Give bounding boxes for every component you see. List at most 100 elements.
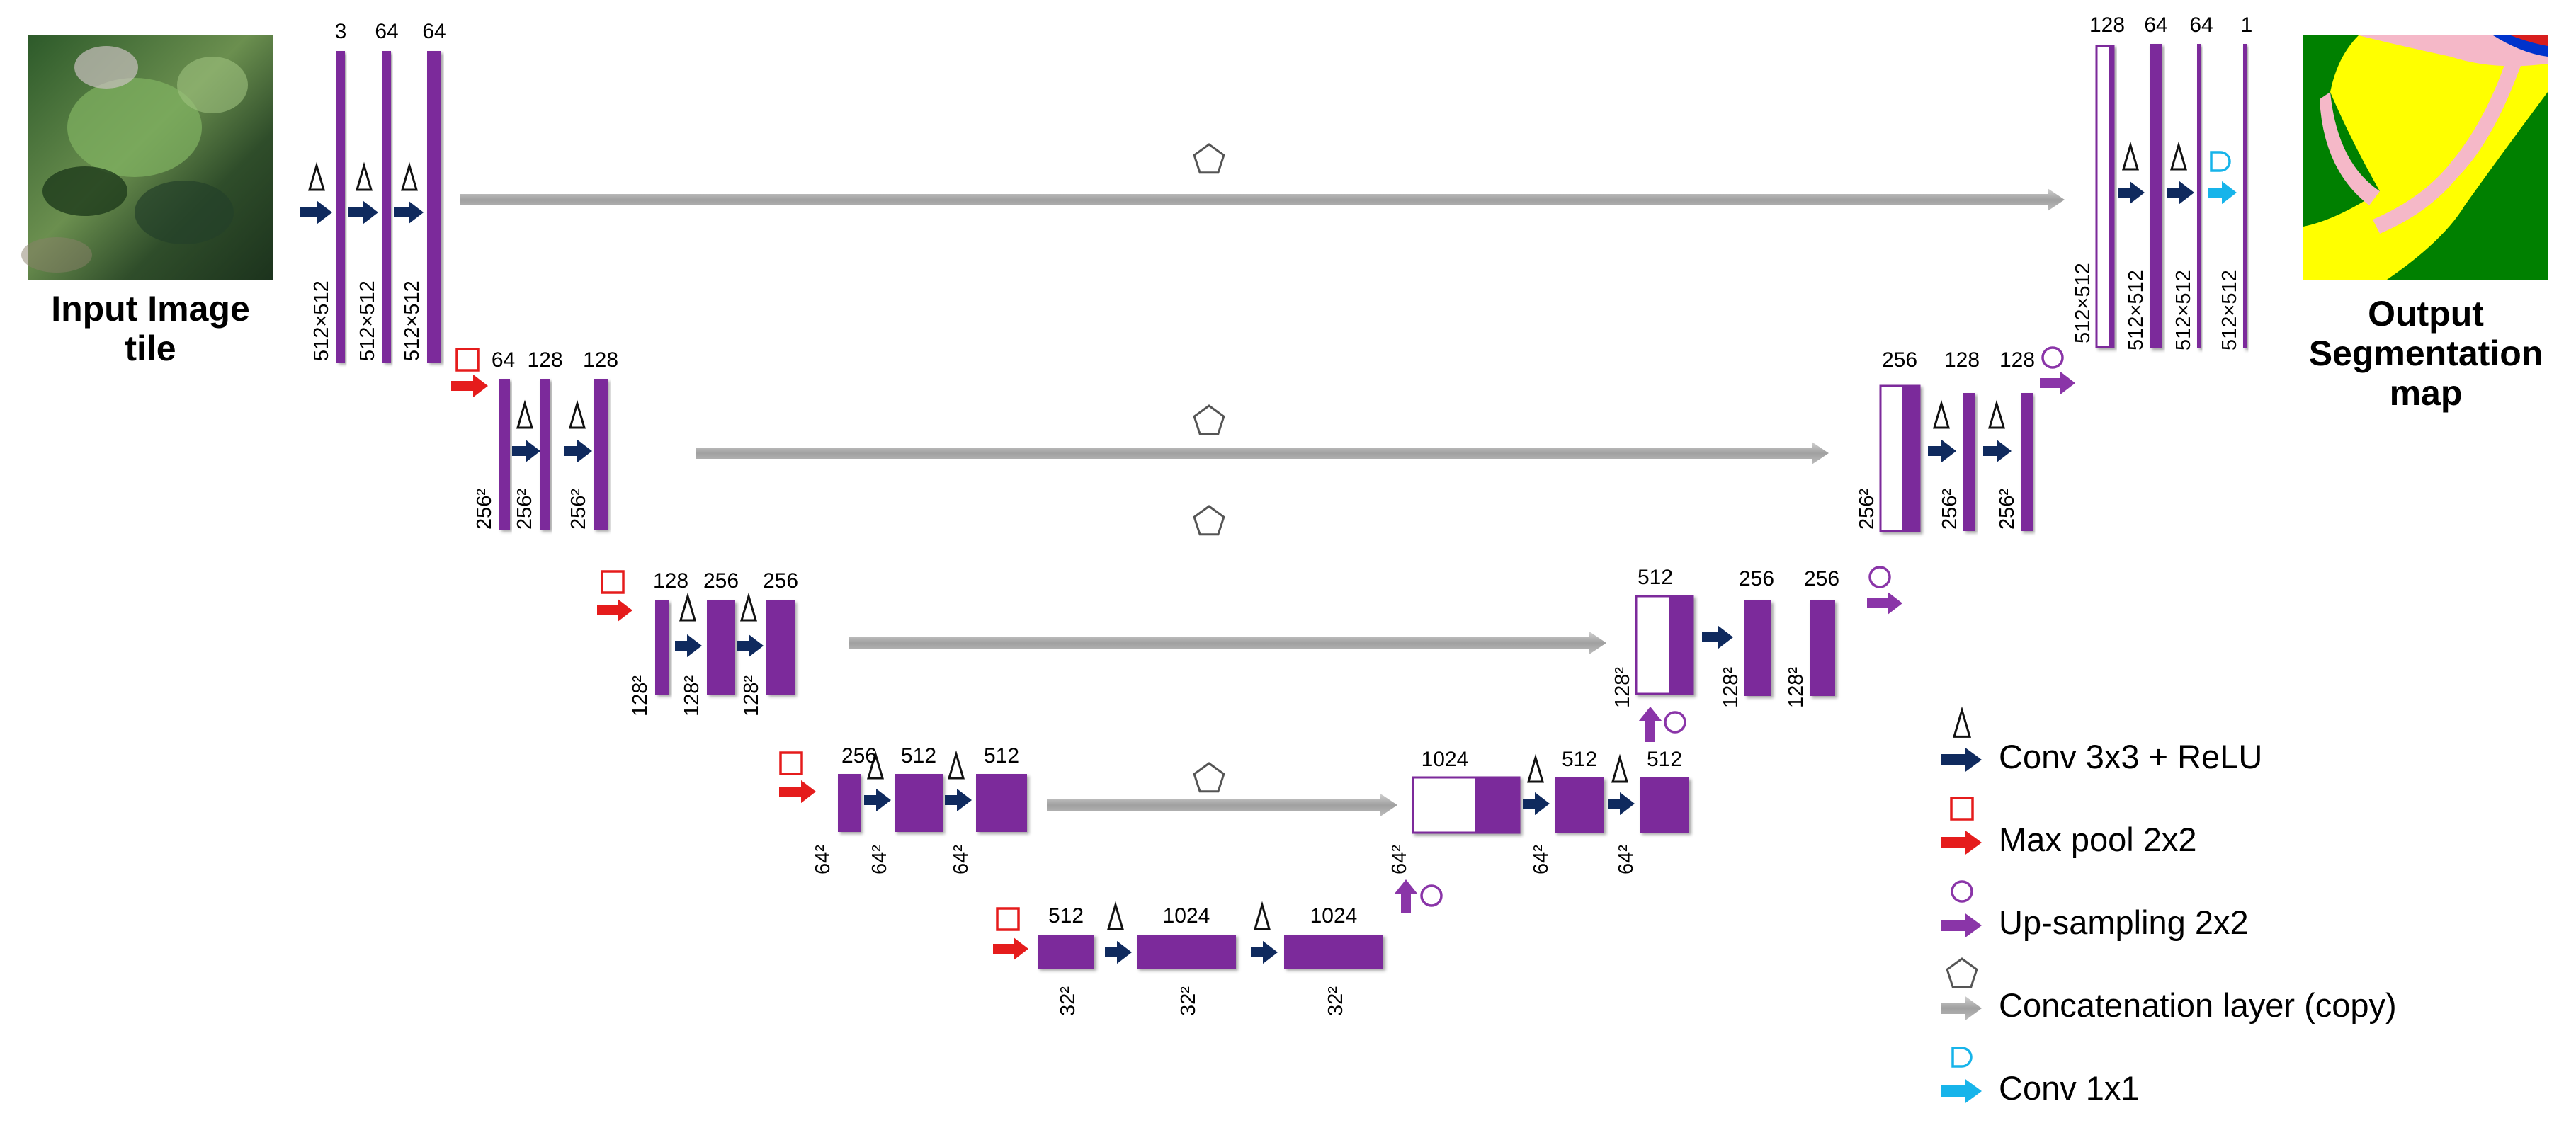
channel-label-dec2-2: 128 bbox=[1944, 348, 1980, 372]
legend-red-arrow-icon bbox=[1941, 830, 1982, 855]
block-enc2-2 bbox=[540, 379, 550, 530]
upsample-icon-dec3-out bbox=[1868, 566, 1891, 588]
channel-label-bottleneck-3: 1024 bbox=[1310, 904, 1358, 928]
size-label-enc3-3: 128² bbox=[740, 675, 763, 717]
operation-arrows bbox=[300, 181, 2237, 964]
size-label-enc3-1: 128² bbox=[629, 675, 652, 717]
block-enc1-1 bbox=[336, 51, 345, 363]
conv-icon-enc3-1 bbox=[679, 592, 697, 622]
block-dec3-concat-filled-part bbox=[1669, 596, 1693, 694]
conv-icon-dec1-2 bbox=[2169, 141, 2188, 171]
legend-square-outline-icon bbox=[1950, 797, 1974, 821]
channel-label-enc4-2: 512 bbox=[901, 744, 936, 768]
block-enc3-2 bbox=[707, 600, 735, 695]
channel-label-dec1-3: 64 bbox=[2189, 13, 2213, 37]
channel-label-dec2-3: 128 bbox=[1999, 348, 2035, 372]
legend-triangle-outline-icon bbox=[1952, 706, 1972, 738]
channel-label-dec3-2: 256 bbox=[1739, 567, 1774, 591]
output-segmentation-map bbox=[2303, 35, 2548, 280]
channel-label-enc1-3: 64 bbox=[422, 20, 446, 43]
maxpool-arrow-enc3 bbox=[597, 598, 632, 622]
size-label-dec2-2: 256² bbox=[1939, 489, 1961, 530]
block-dec3-3 bbox=[1810, 600, 1835, 696]
conv-icon-dec4-1 bbox=[1526, 753, 1545, 783]
legend-graphics bbox=[1941, 706, 1982, 1104]
size-label-dec4-2: 64² bbox=[1530, 845, 1553, 874]
size-label-dec1-3: 512×512 bbox=[2172, 270, 2195, 350]
feature-map-blocks bbox=[336, 44, 2247, 969]
maxpool-arrow-enc2 bbox=[451, 374, 488, 398]
block-dec2-2 bbox=[1963, 393, 1975, 531]
conv-icon-enc3-2 bbox=[739, 592, 758, 622]
conv-arrow-enc4-1 bbox=[864, 788, 891, 812]
maxpool-icon-enc4 bbox=[779, 751, 803, 775]
maxpool-arrow-bottleneck bbox=[993, 937, 1028, 961]
output-segmentation-caption: Output Segmentation map bbox=[2308, 294, 2543, 413]
conv-icon-enc4-2 bbox=[947, 750, 965, 780]
block-dec2-concat-filled-part bbox=[1902, 386, 1919, 531]
size-label-enc1-1: 512×512 bbox=[310, 280, 333, 361]
conv-icon-bottleneck-2 bbox=[1253, 901, 1271, 930]
legend-label-1: Conv 3x3 + ReLU bbox=[1999, 738, 2263, 775]
channel-label-enc3-1: 128 bbox=[653, 569, 688, 593]
block-bottleneck-3 bbox=[1284, 935, 1383, 969]
size-label-dec1-1: 512×512 bbox=[2072, 263, 2094, 343]
concat-arrow-level2 bbox=[696, 442, 1829, 464]
block-dec3-2 bbox=[1744, 600, 1771, 696]
size-label-dec4-1: 64² bbox=[1388, 845, 1411, 874]
size-label-dec1-4: 512×512 bbox=[2218, 270, 2241, 350]
concat-icon-level3 bbox=[1193, 505, 1225, 536]
size-label-enc4-3: 64² bbox=[950, 845, 972, 874]
conv-arrow-enc2-2 bbox=[564, 439, 592, 463]
channel-label-enc1-1: 3 bbox=[335, 20, 347, 43]
size-label-enc2-1: 256² bbox=[473, 489, 496, 530]
channel-label-enc2-3: 128 bbox=[583, 348, 618, 372]
legend-label-5: Conv 1x1 bbox=[1999, 1069, 2140, 1107]
concat-icon-level4 bbox=[1193, 762, 1225, 793]
block-enc4-1 bbox=[838, 774, 861, 832]
channel-and-size-labels: 3 512×512 64 512×512 64 512×512 64 256² 128 256² 1… bbox=[310, 13, 2252, 1016]
legend-gray-arrow-icon bbox=[1941, 996, 1982, 1021]
channel-label-bottleneck-1: 512 bbox=[1048, 904, 1084, 928]
block-dec4-3 bbox=[1640, 777, 1689, 833]
conv-icon-enc4-1 bbox=[866, 750, 885, 780]
channel-label-dec1-4: 1 bbox=[2241, 13, 2253, 37]
upsample-icon-dec4 bbox=[1420, 884, 1443, 907]
size-label-enc1-3: 512×512 bbox=[401, 280, 424, 361]
block-dec1-4 bbox=[2243, 44, 2247, 348]
size-label-bottleneck-2: 32² bbox=[1177, 986, 1200, 1016]
channel-label-dec4-2: 512 bbox=[1562, 748, 1597, 771]
legend-label-3: Up-sampling 2x2 bbox=[1999, 903, 2249, 941]
conv-arrow-dec1-2 bbox=[2167, 181, 2194, 205]
legend-navy-arrow-icon bbox=[1941, 747, 1982, 773]
conv-icon-enc1-1 bbox=[355, 161, 373, 191]
maxpool-icon-bottleneck bbox=[996, 907, 1020, 931]
size-label-dec3-2: 128² bbox=[1720, 667, 1742, 708]
upsample-arrow-dec4 bbox=[1394, 879, 1418, 913]
upsample-arrow-dec2-out bbox=[2040, 371, 2075, 395]
conv-arrow-enc1-in bbox=[300, 200, 332, 224]
concat-arrow-level4 bbox=[1047, 794, 1397, 816]
conv-arrow-dec3-1 bbox=[1702, 625, 1733, 649]
size-label-enc2-3: 256² bbox=[567, 489, 590, 530]
maxpool-icon-enc3 bbox=[601, 570, 625, 594]
concat-icon-level2 bbox=[1193, 404, 1225, 435]
conv1x1-arrow-dec1 bbox=[2208, 181, 2237, 205]
conv-arrow-dec4-1 bbox=[1523, 792, 1550, 816]
concat-arrow-level1 bbox=[460, 188, 2065, 211]
maxpool-icon-enc2 bbox=[455, 348, 480, 372]
block-dec1-2 bbox=[2150, 44, 2162, 348]
operation-icons bbox=[307, 141, 2231, 931]
concatenation-arrows bbox=[460, 188, 2065, 816]
input-image-tile bbox=[21, 35, 273, 280]
size-label-dec1-2: 512×512 bbox=[2125, 270, 2147, 350]
block-dec2-3 bbox=[2021, 393, 2033, 531]
channel-label-dec3-3: 256 bbox=[1804, 567, 1839, 591]
block-bottleneck-2 bbox=[1137, 935, 1236, 969]
conv-icon-enc1-in bbox=[307, 161, 326, 191]
conv-icon-enc1-2 bbox=[400, 161, 419, 191]
channel-label-enc4-3: 512 bbox=[984, 744, 1019, 768]
block-dec1-3 bbox=[2197, 44, 2201, 348]
size-label-dec3-1: 128² bbox=[1611, 667, 1634, 708]
